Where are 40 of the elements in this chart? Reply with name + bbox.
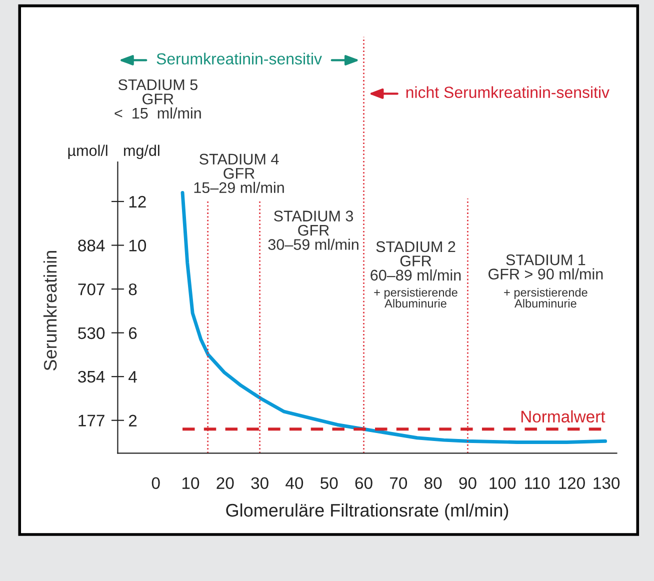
x-tick-label: 70 xyxy=(390,477,408,490)
y2-tick-label: 177 xyxy=(78,414,104,426)
x-tick-label: 30 xyxy=(251,477,268,490)
x-tick-label: 130 xyxy=(594,477,620,490)
text: nicht Serumkreatinin-sensitiv xyxy=(406,86,610,98)
y-tick-label: 8 xyxy=(128,283,137,296)
y-tick-label: 4 xyxy=(128,371,137,383)
y2-tick-label: 707 xyxy=(78,283,104,296)
line-series xyxy=(180,191,608,444)
text: STADIUM 5 GFR < 15 ml/min xyxy=(114,79,201,119)
y-axis-title: mg/dl xyxy=(124,144,160,160)
annotation: STADIUM 2 GFR 60–89 ml/min xyxy=(370,241,461,281)
y2-tick-label: 354 xyxy=(78,370,105,383)
x-tick-label: 100 xyxy=(490,477,516,490)
x-tick-label: 60 xyxy=(355,477,372,490)
x-tick-label: 90 xyxy=(459,477,476,490)
y2-tick-label: 884 xyxy=(78,240,105,252)
annotation: STADIUM 1 GFR > 90 ml/min xyxy=(488,254,603,280)
annotation: + persistierende Albuminurie xyxy=(504,288,588,308)
x-axis-title: Glomeruläre Filtrationsrate (ml/min) xyxy=(226,503,508,520)
annotation: + persistierende Albuminurie xyxy=(374,288,458,308)
x-tick-label: 50 xyxy=(320,477,338,490)
y2-tick-label: 530 xyxy=(78,327,105,340)
x-tick-label: 20 xyxy=(216,477,234,490)
text: Serumkreatinin xyxy=(43,251,57,370)
x-tick-label: 80 xyxy=(424,477,442,490)
x-tick-label: 120 xyxy=(559,477,585,490)
annotation: STADIUM 3 GFR 30–59 ml/min xyxy=(268,210,358,250)
y2-axis-title: µmol/l xyxy=(68,144,108,160)
ref-line-label: Normalwert xyxy=(521,410,606,423)
x-tick-label: 10 xyxy=(182,477,200,490)
text: Serumkreatinin-sensitiv xyxy=(156,52,322,65)
y-tick-label: 12 xyxy=(129,196,146,208)
y-tick-label: 2 xyxy=(128,414,137,426)
x-tick-label: 40 xyxy=(286,477,304,490)
x-tick-label: 110 xyxy=(525,477,550,490)
annotation: STADIUM 4 GFR 15–29 ml/min xyxy=(194,154,284,194)
x-tick-label: 0 xyxy=(152,477,160,490)
y-tick-label: 6 xyxy=(128,327,137,340)
y-tick-label: 10 xyxy=(129,240,146,252)
